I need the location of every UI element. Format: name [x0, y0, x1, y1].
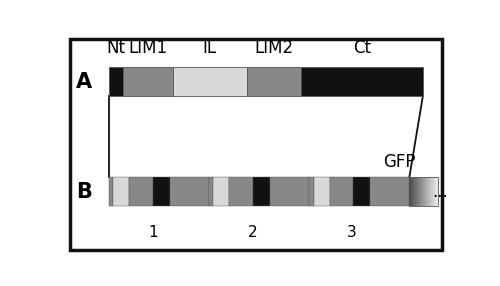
Bar: [230, 177, 253, 206]
Bar: [301, 67, 423, 96]
Text: IL: IL: [202, 39, 217, 57]
Bar: [411, 177, 412, 206]
Bar: [437, 177, 438, 206]
Bar: [424, 177, 425, 206]
Bar: [418, 177, 419, 206]
Text: 3: 3: [346, 225, 356, 240]
Bar: [253, 177, 270, 206]
Bar: [410, 177, 411, 206]
Text: Nt: Nt: [106, 39, 125, 57]
Bar: [434, 177, 436, 206]
Bar: [424, 177, 426, 206]
Text: ...: ...: [432, 183, 448, 201]
Bar: [430, 177, 431, 206]
Text: 2: 2: [248, 225, 257, 240]
Bar: [436, 177, 438, 206]
Bar: [114, 177, 130, 206]
Bar: [432, 177, 434, 206]
Text: LIM1: LIM1: [128, 39, 168, 57]
Bar: [429, 177, 430, 206]
Bar: [246, 67, 301, 96]
Bar: [438, 177, 439, 206]
Bar: [416, 177, 418, 206]
Bar: [173, 67, 246, 96]
Text: 1: 1: [149, 225, 158, 240]
Bar: [109, 177, 114, 206]
Bar: [170, 177, 209, 206]
Text: A: A: [76, 72, 92, 92]
Bar: [431, 177, 432, 206]
Bar: [414, 177, 416, 206]
Bar: [428, 177, 430, 206]
Bar: [122, 67, 173, 96]
Text: GFP: GFP: [384, 153, 416, 171]
Bar: [370, 177, 410, 206]
Bar: [314, 177, 330, 206]
Bar: [214, 177, 230, 206]
Bar: [330, 177, 353, 206]
Bar: [414, 177, 415, 206]
Bar: [309, 177, 314, 206]
Bar: [427, 177, 428, 206]
Bar: [420, 177, 422, 206]
Bar: [422, 177, 424, 206]
Bar: [434, 177, 435, 206]
Bar: [410, 177, 438, 206]
Bar: [412, 177, 414, 206]
Bar: [416, 177, 417, 206]
Bar: [153, 177, 170, 206]
Bar: [421, 177, 422, 206]
Text: LIM2: LIM2: [254, 39, 293, 57]
Bar: [419, 177, 420, 206]
FancyBboxPatch shape: [70, 39, 442, 250]
Text: B: B: [76, 182, 92, 202]
Bar: [270, 177, 309, 206]
Bar: [432, 177, 433, 206]
Bar: [430, 177, 432, 206]
Bar: [209, 177, 214, 206]
Bar: [422, 177, 423, 206]
Bar: [413, 177, 414, 206]
Bar: [130, 177, 153, 206]
Bar: [415, 177, 416, 206]
Bar: [109, 67, 122, 96]
Bar: [353, 177, 370, 206]
Bar: [423, 177, 424, 206]
Text: Ct: Ct: [353, 39, 371, 57]
Bar: [426, 177, 427, 206]
